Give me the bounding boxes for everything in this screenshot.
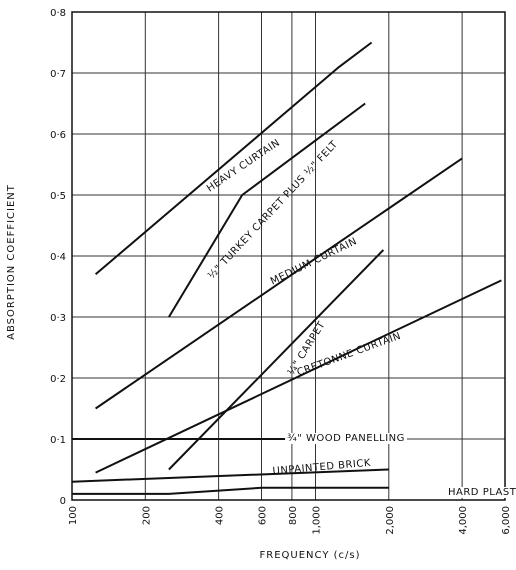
y-tick-label: 0 — [60, 496, 66, 507]
x-tick-label: 6,000 — [501, 506, 512, 535]
y-tick-label: 0·5 — [50, 191, 66, 202]
series-label: MEDIUM CURTAIN — [269, 236, 359, 287]
label-backing — [446, 487, 516, 498]
series-label: ¾" WOOD PANELLING — [287, 433, 405, 444]
x-tick-label: 1,000 — [312, 506, 323, 535]
y-tick-label: 0·3 — [50, 313, 66, 324]
plot-frame — [71, 11, 506, 501]
x-tick-label: 4,000 — [458, 506, 469, 535]
label-backing — [285, 433, 407, 444]
x-tick-label: 800 — [288, 506, 299, 525]
y-tick-label: 0·2 — [50, 374, 66, 385]
y-tick-label: 0·8 — [50, 8, 66, 19]
series-label: HEAVY CURTAIN — [205, 137, 282, 194]
x-tick-label: 200 — [141, 506, 152, 525]
series-line — [72, 486, 389, 495]
x-tick-label: 100 — [68, 506, 79, 525]
x-tick-label: 400 — [215, 506, 226, 525]
x-axis-title: FREQUENCY (c/s) — [260, 550, 361, 561]
series-line — [168, 102, 366, 318]
y-tick-label: 0·4 — [50, 252, 66, 263]
x-tick-label: 600 — [257, 506, 268, 525]
y-tick-label: 0·7 — [50, 69, 66, 80]
series-line — [95, 157, 463, 410]
y-tick-labels: 0 0·1 0·2 0·3 0·4 0·5 0·6 0·7 0·8 — [50, 8, 66, 507]
series-line — [94, 41, 373, 276]
series-line — [168, 249, 385, 471]
y-tick-label: 0·1 — [50, 435, 66, 446]
series-label: HARD PLASTER — [448, 487, 516, 498]
axes — [71, 11, 506, 501]
x-tick-labels: 100 200 400 600 800 1,000 2,000 4,000 6,000 — [68, 506, 512, 535]
x-tick-label: 2,000 — [385, 506, 396, 535]
y-tick-label: 0·6 — [50, 130, 66, 141]
series-label: UNPAINTED BRICK — [272, 458, 371, 478]
y-axis-title: ABSORPTION COEFFICIENT — [6, 184, 17, 340]
grid-lines — [71, 11, 506, 501]
series-lines — [71, 41, 502, 495]
series-line — [95, 279, 502, 474]
series-line — [71, 468, 389, 483]
